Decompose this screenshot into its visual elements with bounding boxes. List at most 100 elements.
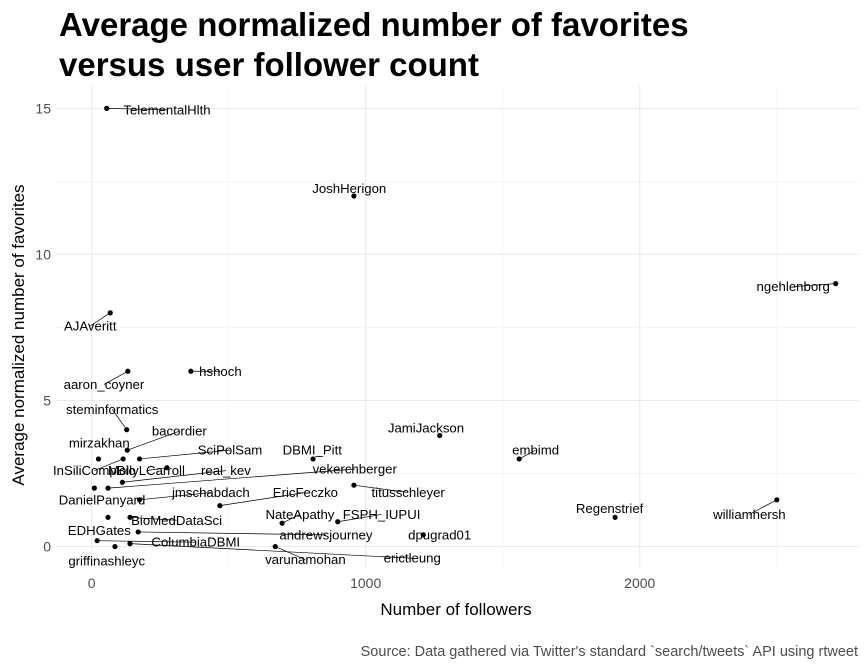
point-label: bacordier (152, 424, 208, 439)
label-connector (749, 499, 777, 515)
point-label: mirzakhan (69, 435, 130, 450)
data-point (112, 543, 118, 550)
point-label: EricFeczko (273, 485, 338, 500)
point-label: SciPolSam (198, 443, 263, 458)
point-label: DBMI_Pitt (283, 443, 343, 458)
data-point (91, 485, 97, 491)
data-point (135, 529, 141, 535)
data-point (120, 456, 126, 462)
chart-title: Average normalized number of favorites v… (59, 6, 689, 83)
data-points (91, 105, 839, 550)
y-tick-label: 10 (35, 246, 51, 262)
label-connector (281, 514, 301, 524)
data-point (188, 368, 194, 374)
point-label: titusschleyer (372, 485, 446, 500)
label-connector (127, 430, 180, 451)
point-label: Regenstrief (576, 501, 644, 516)
point-label: dpugrad01 (408, 527, 471, 542)
data-point (420, 532, 426, 538)
x-axis-title: Number of followers (380, 600, 531, 619)
point-label: FSPH_IUPUI (343, 507, 421, 522)
label-connector (139, 492, 211, 501)
data-point (127, 514, 133, 520)
point-label: williamhersh (712, 507, 786, 522)
axis-ticks: 0 1000 2000 0 5 10 15 (35, 100, 655, 591)
label-connector (129, 543, 413, 559)
data-point (516, 456, 522, 462)
point-label: EDHGates (68, 523, 131, 538)
label-connector (518, 449, 536, 460)
label-connector (106, 108, 168, 111)
point-label: aaron_coyner (64, 377, 145, 392)
point-label: real_kev (201, 463, 251, 478)
y-tick-label: 15 (35, 100, 51, 116)
data-point (136, 497, 143, 503)
point-label: vekerchberger (313, 462, 398, 477)
point-label: TelementalHlth (123, 102, 210, 117)
data-point (107, 310, 113, 316)
label-connector (219, 492, 306, 507)
data-point (437, 432, 443, 439)
data-point (217, 503, 223, 509)
label-connector (94, 458, 124, 471)
data-point (774, 497, 780, 503)
label-connector (793, 283, 836, 287)
data-point (351, 193, 357, 199)
point-label: MollyLCarroll (108, 463, 185, 478)
y-tick-label: 5 (43, 392, 51, 408)
point-label: DanielPanyard (59, 492, 146, 507)
point-label: jmschabdach (171, 485, 250, 500)
data-point (164, 465, 170, 471)
data-point (94, 538, 100, 544)
data-point (95, 456, 102, 462)
data-point (105, 514, 111, 520)
x-tick-label: 0 (88, 575, 96, 591)
y-tick-label: 0 (43, 539, 51, 555)
point-label: griffinashleyc (68, 554, 145, 569)
chart-caption: Source: Data gathered via Twitter's stan… (360, 644, 858, 660)
point-label: steminformatics (66, 402, 159, 417)
point-label: ColumbiaDBMI (151, 535, 240, 550)
data-point (351, 482, 357, 488)
label-connector (111, 409, 127, 430)
data-point (127, 541, 133, 547)
label-connector (275, 546, 306, 561)
label-connector (353, 484, 409, 493)
label-connectors (90, 108, 836, 561)
label-connector (337, 514, 382, 523)
label-connector (90, 312, 111, 327)
label-connector (139, 449, 231, 460)
point-label: JoshHerigon (312, 181, 386, 196)
point-label: andrewsjourney (279, 527, 373, 542)
y-axis-title: Average normalized number of favorites (9, 184, 28, 485)
data-point (125, 368, 131, 374)
data-point (612, 514, 618, 520)
data-point (124, 427, 130, 433)
label-connector (146, 467, 168, 471)
label-connector (103, 370, 128, 385)
point-labels: TelementalHlth JoshHerigon ngehlenborg AJAv… (53, 102, 830, 568)
point-label: hshoch (199, 364, 242, 379)
label-connector (108, 468, 355, 489)
x-tick-label: 2000 (624, 575, 655, 591)
data-point (335, 519, 341, 525)
data-point (136, 456, 143, 462)
point-label: JamiJackson (388, 421, 464, 436)
point-label: AJAveritt (64, 319, 117, 334)
label-connector (97, 540, 196, 543)
point-label: ngehlenborg (757, 279, 830, 294)
data-point (272, 543, 278, 550)
point-label: InSiliCompBio (53, 463, 136, 478)
point-label: varunamohan (265, 552, 346, 567)
data-point (279, 520, 285, 526)
data-point (124, 447, 130, 453)
point-label: erictleung (384, 551, 441, 566)
x-tick-label: 1000 (350, 575, 381, 591)
label-connector (138, 531, 326, 536)
data-point (119, 479, 125, 485)
point-label: BioMedDataSci (131, 513, 222, 528)
data-point (310, 456, 316, 462)
data-point (105, 485, 111, 491)
data-point (104, 105, 110, 111)
